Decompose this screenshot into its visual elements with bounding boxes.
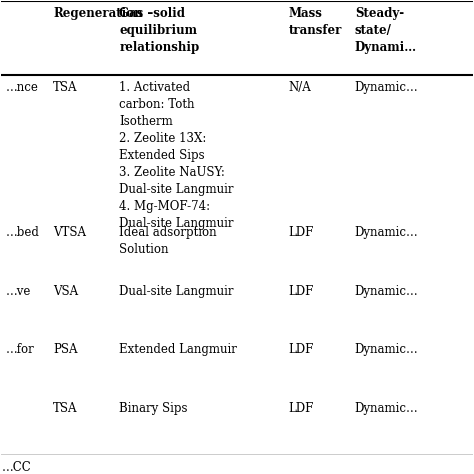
Text: …ve: …ve bbox=[6, 285, 31, 298]
Text: PSA: PSA bbox=[53, 343, 78, 356]
Text: Dynamic…: Dynamic… bbox=[355, 402, 419, 415]
Text: …for: …for bbox=[6, 343, 35, 356]
Text: Dual-site Langmuir: Dual-site Langmuir bbox=[119, 285, 234, 298]
Text: Dynamic…: Dynamic… bbox=[355, 81, 419, 94]
Text: Binary Sips: Binary Sips bbox=[119, 402, 188, 415]
Text: Extended Langmuir: Extended Langmuir bbox=[119, 343, 237, 356]
Text: TSA: TSA bbox=[53, 402, 78, 415]
Text: Ideal adsorption
Solution: Ideal adsorption Solution bbox=[119, 226, 217, 256]
Text: LDF: LDF bbox=[289, 226, 314, 239]
Text: VSA: VSA bbox=[53, 285, 78, 298]
Text: Mass
transfer: Mass transfer bbox=[289, 7, 342, 37]
Text: Dynamic…: Dynamic… bbox=[355, 226, 419, 239]
Text: Steady-
state/
Dynami…: Steady- state/ Dynami… bbox=[355, 7, 417, 54]
Text: 1. Activated
carbon: Toth
Isotherm
2. Zeolite 13X:
Extended Sips
3. Zeolite NaUS: 1. Activated carbon: Toth Isotherm 2. Ze… bbox=[119, 81, 234, 230]
Text: …nce: …nce bbox=[6, 81, 39, 94]
Text: LDF: LDF bbox=[289, 285, 314, 298]
Text: TSA: TSA bbox=[53, 81, 78, 94]
Text: Dynamic…: Dynamic… bbox=[355, 343, 419, 356]
Text: LDF: LDF bbox=[289, 402, 314, 415]
Text: …bed: …bed bbox=[6, 226, 40, 239]
Text: VTSA: VTSA bbox=[53, 226, 86, 239]
Text: N/A: N/A bbox=[289, 81, 311, 94]
Text: Dynamic…: Dynamic… bbox=[355, 285, 419, 298]
Text: Gas –solid
equilibrium
relationship: Gas –solid equilibrium relationship bbox=[119, 7, 200, 54]
Text: …CC: …CC bbox=[1, 461, 31, 474]
Text: LDF: LDF bbox=[289, 343, 314, 356]
Text: Regeneration: Regeneration bbox=[53, 7, 143, 20]
